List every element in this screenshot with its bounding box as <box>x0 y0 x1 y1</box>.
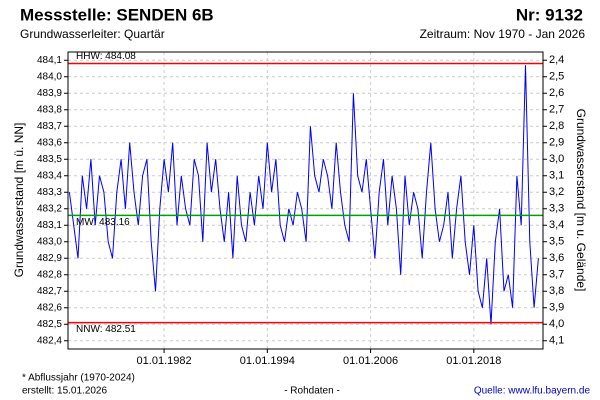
y2-tick-label: 3,8 <box>549 285 564 297</box>
chart-title: Messstelle: SENDEN 6B <box>20 5 214 24</box>
y-tick-label: 483,9 <box>37 88 62 99</box>
x-tick-label: 01.01.2006 <box>343 355 398 367</box>
y2-tick-label: 3,4 <box>549 219 564 231</box>
y-tick-label: 483,2 <box>37 203 62 214</box>
data-line <box>68 65 539 325</box>
y-tick-label: 483,8 <box>37 104 62 115</box>
note: - Rohdaten - <box>284 386 340 397</box>
y-tick-label: 483,7 <box>37 121 62 132</box>
y2-tick-label: 3,0 <box>549 153 564 165</box>
y-tick-label: 483,3 <box>37 187 62 198</box>
y2-tick-label: 3,6 <box>549 252 564 264</box>
y-tick-label: 482,5 <box>37 319 62 330</box>
reference-label: HHW: 484.08 <box>76 51 136 62</box>
y-tick-label: 482,6 <box>37 302 62 313</box>
y-axis-label: Grundwasserstand [m ü. NN] <box>12 123 26 278</box>
created: erstellt: 15.01.2026 <box>22 386 107 397</box>
y-tick-label: 482,7 <box>37 286 62 297</box>
y-tick-label: 483,6 <box>37 137 62 148</box>
y2-tick-label: 2,7 <box>549 104 564 116</box>
reference-label: MW: 483.16 <box>76 217 130 228</box>
y2-tick-label: 2,4 <box>549 54 564 66</box>
plot-frame <box>67 51 544 350</box>
y2-tick-label: 3,2 <box>549 186 564 198</box>
x-tick-label: 01.01.2018 <box>446 355 501 367</box>
y-tick-label: 484,0 <box>37 71 62 82</box>
y-tick-label: 483,0 <box>37 236 62 247</box>
y-tick-label: 483,5 <box>37 154 62 165</box>
x-tick-label: 01.01.1994 <box>240 355 295 367</box>
footnote: * Abflussjahr (1970-2024) <box>22 373 135 384</box>
y-tick-label: 482,8 <box>37 269 62 280</box>
y-tick-label: 482,9 <box>37 253 62 264</box>
y-tick-label: 482,4 <box>37 335 62 346</box>
y2-tick-label: 3,7 <box>549 269 564 281</box>
y2-tick-label: 3,1 <box>549 170 564 182</box>
y2-tick-label: 3,3 <box>549 203 564 215</box>
y2-tick-label: 2,6 <box>549 87 564 99</box>
y-tick-label: 483,1 <box>37 220 62 231</box>
subtitle: Grundwasserleiter: Quartär <box>20 27 165 41</box>
y2-tick-label: 2,5 <box>549 71 564 83</box>
reference-label: NNW: 482.51 <box>76 324 136 335</box>
y-tick-label: 483,4 <box>37 170 62 181</box>
source: Quelle: www.lfu.bayern.de <box>474 386 591 397</box>
station-number: Nr: 9132 <box>516 5 583 24</box>
y-tick-label: 484,1 <box>37 55 62 66</box>
y2-tick-label: 4,0 <box>549 318 564 330</box>
y2-tick-label: 3,9 <box>549 302 564 314</box>
y2-tick-label: 2,9 <box>549 137 564 149</box>
y2-axis-label: Grundwasserstand [m u. Gelände] <box>574 109 588 292</box>
y2-tick-label: 2,8 <box>549 120 564 132</box>
period: Zeitraum: Nov 1970 - Jan 2026 <box>420 27 586 41</box>
x-tick-label: 01.01.1982 <box>137 355 192 367</box>
y2-tick-label: 4,1 <box>549 335 564 347</box>
y2-tick-label: 3,5 <box>549 236 564 248</box>
